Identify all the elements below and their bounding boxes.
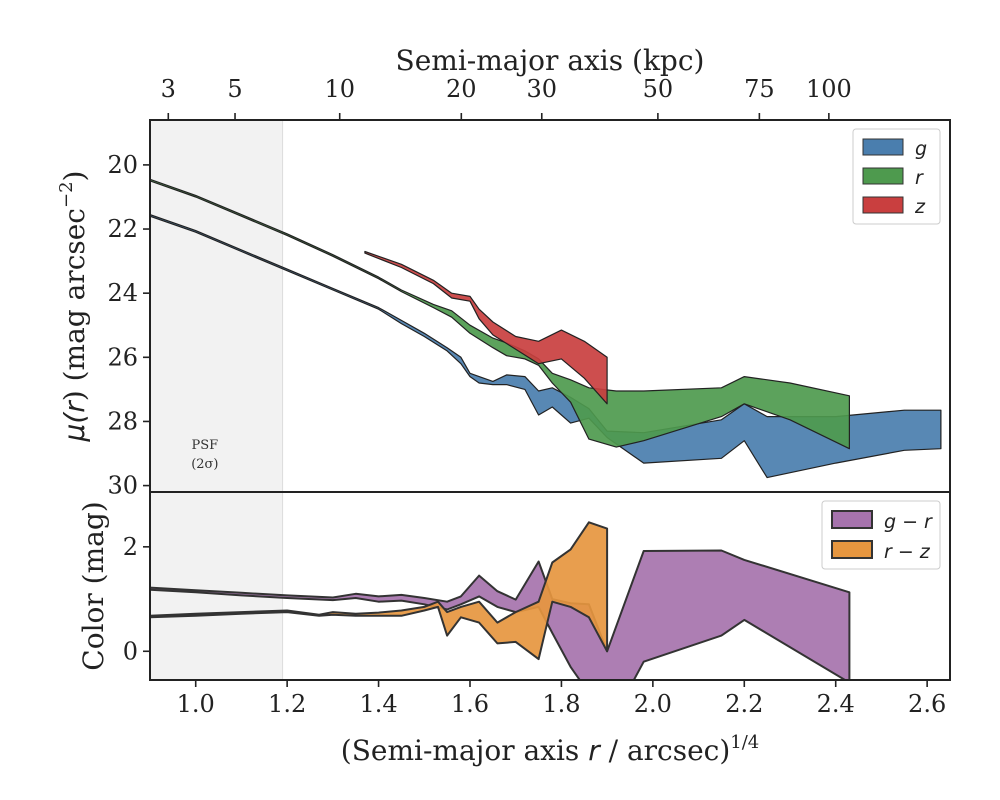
kpc-tick-label-3: 3: [161, 75, 176, 103]
axis-labels: (Semi-major axis r / arcsec)1/4 Semi-majo…: [56, 44, 759, 767]
xtick-label-2.4: 2.4: [817, 690, 855, 718]
legend-label-g: g: [915, 138, 927, 160]
ytick-label-bottom-2: 2: [123, 533, 138, 561]
y-axis-title-top: μ(r) (mag arcsec−2): [56, 171, 91, 443]
kpc-tick-label-20: 20: [446, 75, 477, 103]
psf-regions: PSF (2σ): [150, 120, 284, 680]
ytick-label-top-28: 28: [107, 407, 138, 435]
kpc-tick-label-10: 10: [324, 75, 355, 103]
psf-label-sigma: (2σ): [191, 457, 218, 472]
xtick-label-1.0: 1.0: [177, 690, 215, 718]
xtick-label-2.6: 2.6: [908, 690, 946, 718]
band-r-z: [150, 521, 609, 661]
xtick-label-1.8: 1.8: [542, 690, 580, 718]
ticks: 20 22 24 26 28 30 0 2 1.0 1.2 1.4 1.6 1.8 2.0 2.2 2.4 2.…: [107, 75, 946, 718]
ytick-label-top-22: 22: [107, 215, 138, 243]
ytick-label-top-26: 26: [107, 343, 138, 371]
top-x-axis-title: Semi-major axis (kpc): [396, 44, 705, 77]
ytick-label-top-24: 24: [107, 279, 138, 307]
ytick-label-top-20: 20: [107, 151, 138, 179]
legend-swatch-z: [862, 196, 904, 214]
kpc-tick-label-30: 30: [526, 75, 557, 103]
kpc-tick-label-5: 5: [227, 75, 242, 103]
band-g: [150, 214, 942, 479]
kpc-tick-label-100: 100: [806, 75, 852, 103]
axes: [149, 119, 951, 681]
legend-label-r-z: r − z: [884, 541, 931, 563]
legends: grz g − r r − z: [821, 128, 941, 570]
legend-swatch-r-z: [831, 540, 873, 559]
legend-label-z: z: [914, 196, 926, 218]
legend-label-r: r: [915, 167, 924, 189]
psf-region-bottom: [150, 492, 283, 680]
kpc-tick-label-75: 75: [744, 75, 775, 103]
band-g-r: [150, 549, 851, 680]
band-z: [364, 250, 608, 405]
ytick-label-top-30: 30: [107, 472, 138, 500]
x-axis-title: (Semi-major axis r / arcsec)1/4: [341, 732, 759, 767]
xtick-label-2.2: 2.2: [725, 690, 763, 718]
y-axis-title-bottom: Color (mag): [77, 501, 110, 670]
psf-region-top: [150, 120, 283, 492]
xtick-label-1.2: 1.2: [268, 690, 306, 718]
legend-swatch-g: [862, 138, 904, 156]
color-profile-series: [150, 521, 851, 680]
kpc-tick-label-50: 50: [643, 75, 674, 103]
legend-swatch-g-r: [831, 510, 873, 529]
legend-label-g-r: g − r: [884, 511, 933, 533]
psf-label: PSF: [192, 438, 219, 453]
surface-brightness-series: [150, 178, 942, 479]
xtick-label-1.6: 1.6: [451, 690, 489, 718]
xtick-label-2.0: 2.0: [634, 690, 672, 718]
band-r: [150, 178, 850, 450]
bottom-panel-frame: [149, 491, 951, 681]
xtick-label-1.4: 1.4: [359, 690, 397, 718]
ytick-label-bottom-0: 0: [123, 637, 138, 665]
legend-swatch-r: [862, 167, 904, 185]
